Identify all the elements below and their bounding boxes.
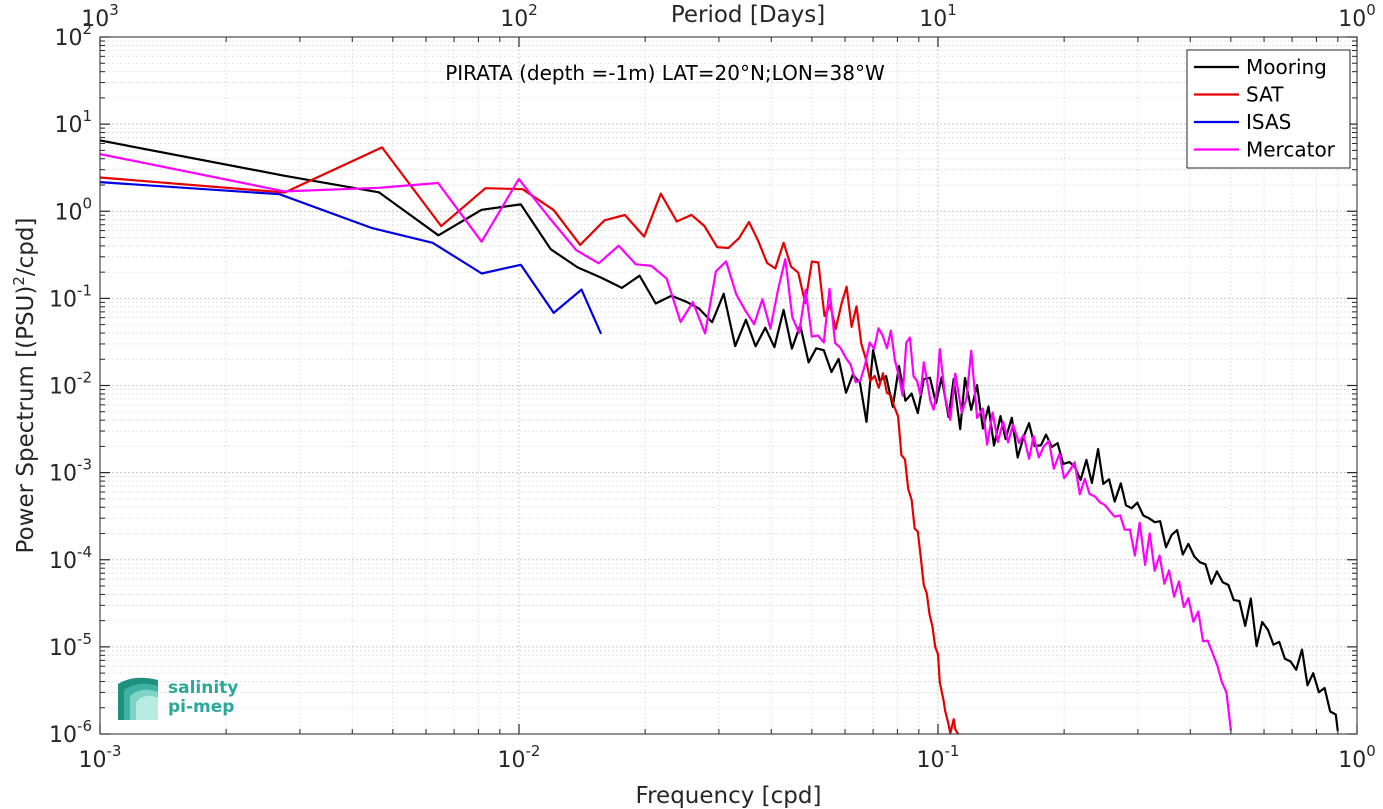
x-tick-base: 10 [498, 748, 526, 773]
y-tick-exp: 1 [82, 107, 92, 125]
top-tick-exp: 0 [1366, 1, 1376, 19]
x-tick-base: 10 [917, 748, 945, 773]
y-tick-label: 100 [54, 194, 92, 225]
top-tick-label: 101 [919, 1, 957, 32]
legend: Mooring SAT ISAS Mercator [1186, 49, 1351, 169]
y-tick-base: 10 [49, 636, 77, 661]
series-line-isas [100, 181, 603, 335]
top-tick-exp: 2 [528, 1, 538, 19]
ticks [99, 36, 1358, 735]
salinity-pi-mep-logo: salinity pi-mep [118, 677, 238, 720]
y-tick-label: 101 [54, 107, 92, 138]
logo-text-line1: salinity [168, 678, 238, 698]
y-tick-base: 10 [49, 375, 77, 400]
legend-label-sat: SAT [1246, 83, 1284, 107]
y-tick-base: 10 [54, 113, 82, 138]
legend-label-mercator: Mercator [1246, 138, 1336, 162]
top-tick-label: 102 [500, 1, 538, 32]
x-tick-exp: -3 [107, 742, 122, 760]
series-line-sat [100, 146, 960, 734]
y-tick-exp: 0 [82, 194, 92, 212]
legend-label-isas: ISAS [1246, 110, 1291, 134]
y-tick-base: 10 [49, 462, 77, 487]
y-tick-exp: -1 [77, 281, 92, 299]
series-line-mercator [100, 153, 1232, 731]
x-tick-exp: 0 [1366, 742, 1376, 760]
y-tick-exp: -6 [77, 717, 92, 735]
y-tick-base: 10 [54, 26, 82, 51]
y-tick-base: 10 [49, 287, 77, 312]
top-tick-base: 10 [500, 7, 528, 32]
top-tick-labels: 103 102 101 100 [81, 1, 1376, 32]
logo-text-line2: pi-mep [168, 697, 234, 717]
y-axis-label: Power Spectrum [(PSU)2/cpd] [10, 218, 39, 554]
y-tick-exp: -3 [77, 456, 92, 474]
y-tick-exp: -4 [77, 543, 92, 561]
y-tick-base: 10 [49, 723, 77, 748]
y-tick-label: 10-2 [49, 369, 92, 400]
y-axis-label-tail: /cpd] [13, 218, 39, 277]
x-tick-exp: -1 [945, 742, 960, 760]
legend-box [1186, 49, 1351, 169]
x-axis-label: Frequency [cpd] [636, 783, 822, 809]
y-tick-exp: -5 [77, 630, 92, 648]
top-tick-base: 10 [1338, 7, 1366, 32]
x-tick-base: 10 [79, 748, 107, 773]
y-tick-exp: -2 [77, 369, 92, 387]
y-axis-label-main: Power Spectrum [(PSU) [13, 286, 39, 554]
y-tick-base: 10 [54, 200, 82, 225]
logo-wave-shape [136, 695, 158, 720]
series-line-mooring [100, 139, 1339, 732]
top-tick-base: 10 [81, 7, 109, 32]
y-tick-label: 10-4 [49, 543, 92, 574]
x-tick-labels: 10-3 10-2 10-1 100 [79, 742, 1376, 773]
top-axis-label: Period [Days] [671, 2, 825, 28]
y-tick-label: 10-5 [49, 630, 92, 661]
y-tick-exp: 2 [82, 20, 92, 38]
y-tick-label: 102 [54, 20, 92, 51]
x-tick-label: 10-1 [917, 742, 960, 773]
top-tick-label: 103 [81, 1, 119, 32]
chart-title: PIRATA (depth =-1m) LAT=20°N;LON=38°W [445, 61, 885, 85]
top-tick-exp: 1 [947, 1, 957, 19]
series-layer [100, 139, 1339, 734]
y-tick-label: 10-3 [49, 456, 92, 487]
legend-label-mooring: Mooring [1246, 55, 1327, 79]
top-tick-base: 10 [919, 7, 947, 32]
minor-grid [100, 37, 1357, 734]
x-tick-label: 10-3 [79, 742, 122, 773]
top-tick-label: 100 [1338, 1, 1376, 32]
x-tick-label: 10-2 [498, 742, 541, 773]
x-tick-base: 10 [1338, 748, 1366, 773]
x-tick-exp: -2 [526, 742, 541, 760]
y-tick-label: 10-1 [49, 281, 92, 312]
logo-mark-icon [118, 677, 158, 720]
top-tick-exp: 3 [109, 1, 119, 19]
y-axis-label-sup: 2 [10, 276, 28, 286]
y-tick-label: 10-6 [49, 717, 92, 748]
y-tick-base: 10 [49, 549, 77, 574]
x-tick-label: 100 [1338, 742, 1376, 773]
